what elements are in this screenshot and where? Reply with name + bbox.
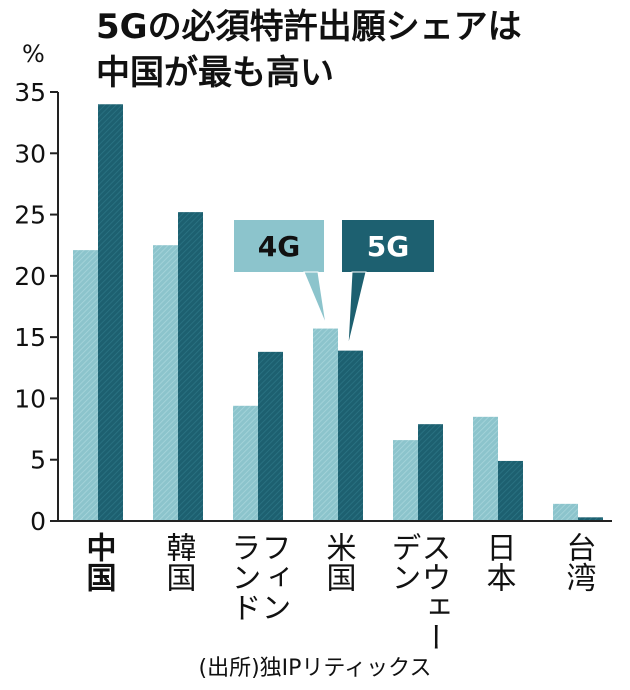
category-label-日本-0: 日本 [481, 532, 516, 592]
bar-4G-フィンランド [233, 405, 258, 521]
bar-5G-日本 [498, 460, 523, 521]
category-label-フィンランド-0: フィン [256, 532, 291, 622]
bar-4G-米国 [313, 328, 338, 521]
bar-4G-台湾 [553, 503, 578, 521]
chart-title-line1: 5Gの必須特許出願シェアは [96, 7, 522, 47]
category-label-韓国-0: 韓国 [161, 532, 196, 592]
chart-title: 5Gの必須特許出願シェアは 中国が最も高い [96, 4, 626, 96]
category-label-フィンランド-1: ランド [226, 532, 261, 622]
bar-5G-台湾 [578, 517, 603, 521]
y-tick-label-35: 35 [14, 78, 46, 107]
category-label-スウェーデン-0: スウェー [416, 532, 451, 650]
category-label-米国-0: 米国 [321, 532, 356, 592]
category-label-中国-0: 中国 [81, 532, 116, 592]
y-tick-label-10: 10 [14, 384, 46, 413]
bar-5G-中国 [98, 104, 123, 521]
y-axis-unit: % [22, 40, 45, 68]
bar-5G-米国 [338, 350, 363, 521]
legend-5g-pointer [347, 271, 367, 347]
legend-5g-label: 5G [367, 230, 409, 263]
category-label-スウェーデン-1: デン [386, 532, 421, 592]
bar-4G-韓国 [153, 245, 178, 521]
bar-4G-中国 [73, 250, 98, 522]
bar-4G-日本 [473, 416, 498, 521]
category-label-台湾-0: 台湾 [561, 532, 596, 592]
y-tick-label-5: 5 [30, 446, 46, 475]
legend-4g-box [234, 220, 324, 272]
chart-title-line2: 中国が最も高い [96, 53, 334, 93]
y-tick-label-30: 30 [14, 139, 46, 168]
bar-5G-スウェーデン [418, 424, 443, 521]
legend-4g-pointer [303, 271, 327, 325]
legend-4g-label: 4G [258, 230, 300, 263]
bar-5G-フィンランド [258, 351, 283, 521]
legend: 4G 5G [234, 220, 434, 347]
source-note: (出所)独IPリティックス [198, 656, 432, 681]
legend-5g-box [342, 220, 434, 272]
bar-4G-スウェーデン [393, 440, 418, 521]
y-tick-label-0: 0 [30, 507, 46, 536]
y-tick-label-15: 15 [14, 323, 46, 352]
bars-group [73, 104, 603, 522]
bar-5G-韓国 [178, 212, 203, 521]
y-tick-label-20: 20 [14, 262, 46, 291]
y-tick-label-25: 25 [14, 201, 46, 230]
